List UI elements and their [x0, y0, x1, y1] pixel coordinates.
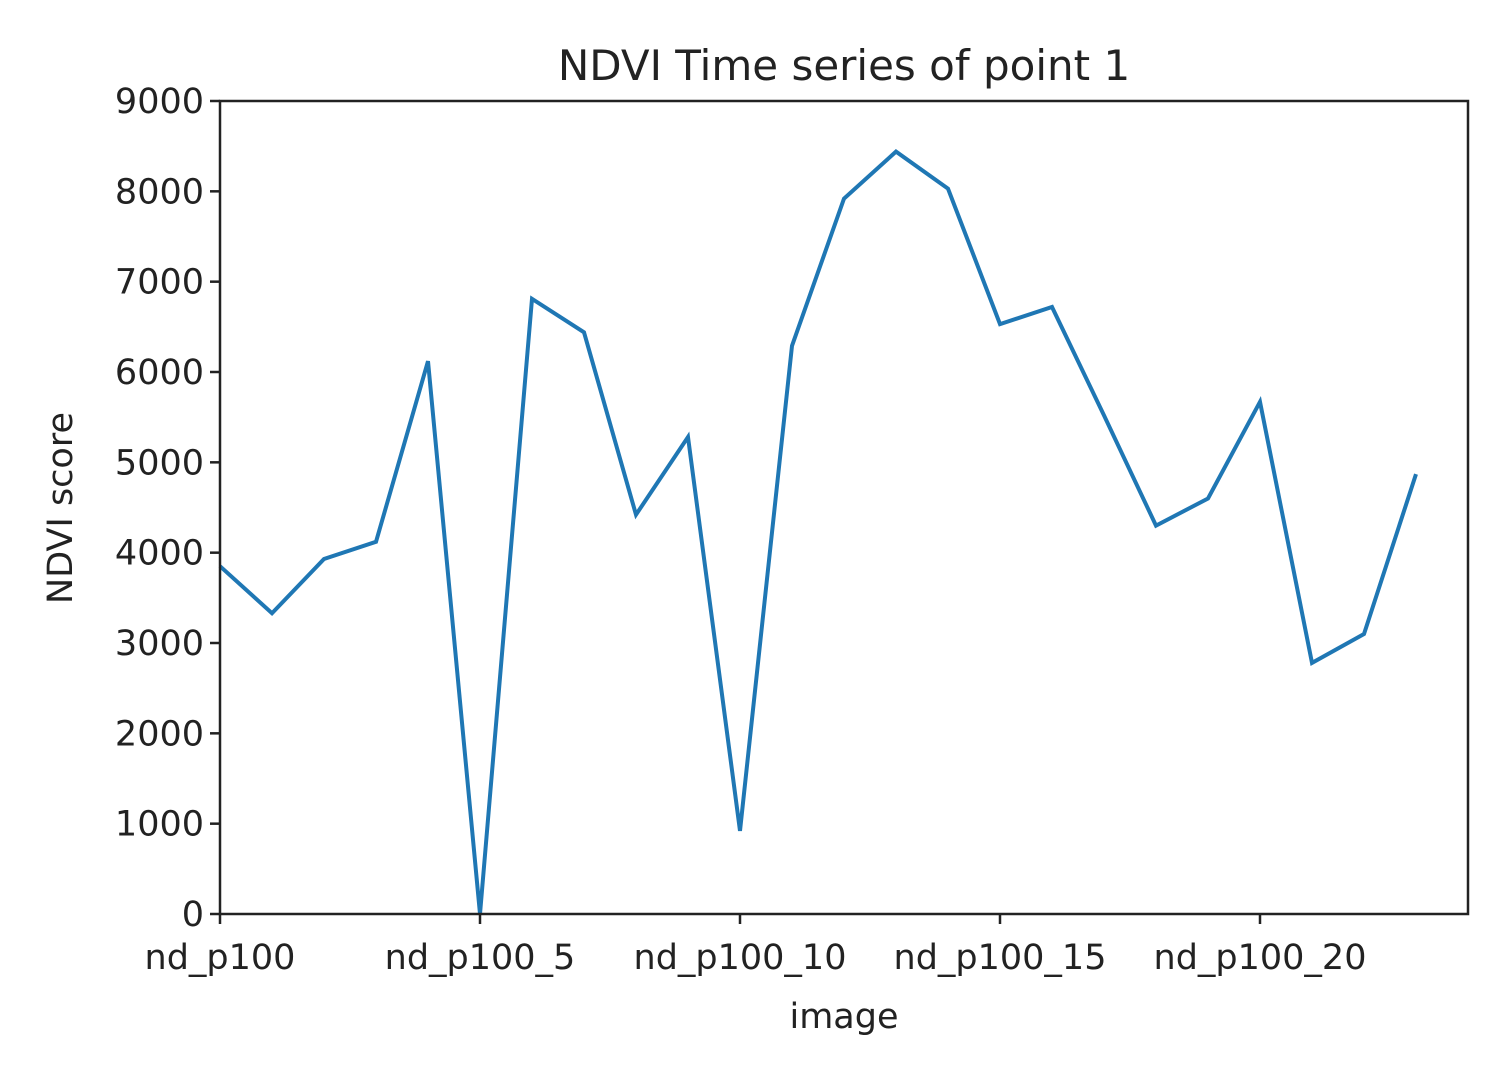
y-tick-label: 6000: [115, 353, 204, 393]
series-line-0: [218, 149, 1418, 915]
plot-frame: [218, 99, 1470, 916]
y-tick-label: 1000: [115, 805, 204, 845]
series-layer: [218, 149, 1418, 915]
y-tick-label: 8000: [115, 172, 204, 212]
y-tick-label: 4000: [115, 534, 204, 574]
y-tick-label: 7000: [115, 263, 204, 303]
x-tick-label: nd_p100_15: [894, 938, 1107, 978]
x-axis-ticks: nd_p100 nd_p100_5 nd_p100_10 nd_p100_15 nd_p…: [145, 914, 1367, 978]
y-tick-label: 5000: [115, 443, 204, 483]
x-tick-label: nd_p100_10: [634, 938, 847, 978]
y-tick-label: 0: [182, 895, 204, 935]
y-axis-ticks: 0 1000 2000 3000 4000 5000 6000 7000 8000 9000: [115, 82, 220, 935]
x-tick-label: nd_p100_5: [385, 938, 576, 978]
y-tick-label: 9000: [115, 82, 204, 122]
y-tick-label: 3000: [115, 624, 204, 664]
x-tick-label: nd_p100: [145, 938, 296, 978]
chart-title: NDVI Time series of point 1: [558, 41, 1130, 90]
y-tick-label: 2000: [115, 714, 204, 754]
x-tick-label: nd_p100_20: [1154, 938, 1367, 978]
x-axis-label: image: [789, 997, 898, 1037]
y-axis-label: NDVI score: [41, 412, 81, 604]
